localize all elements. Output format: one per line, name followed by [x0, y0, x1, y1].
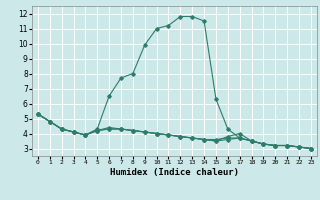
X-axis label: Humidex (Indice chaleur): Humidex (Indice chaleur) — [110, 168, 239, 177]
